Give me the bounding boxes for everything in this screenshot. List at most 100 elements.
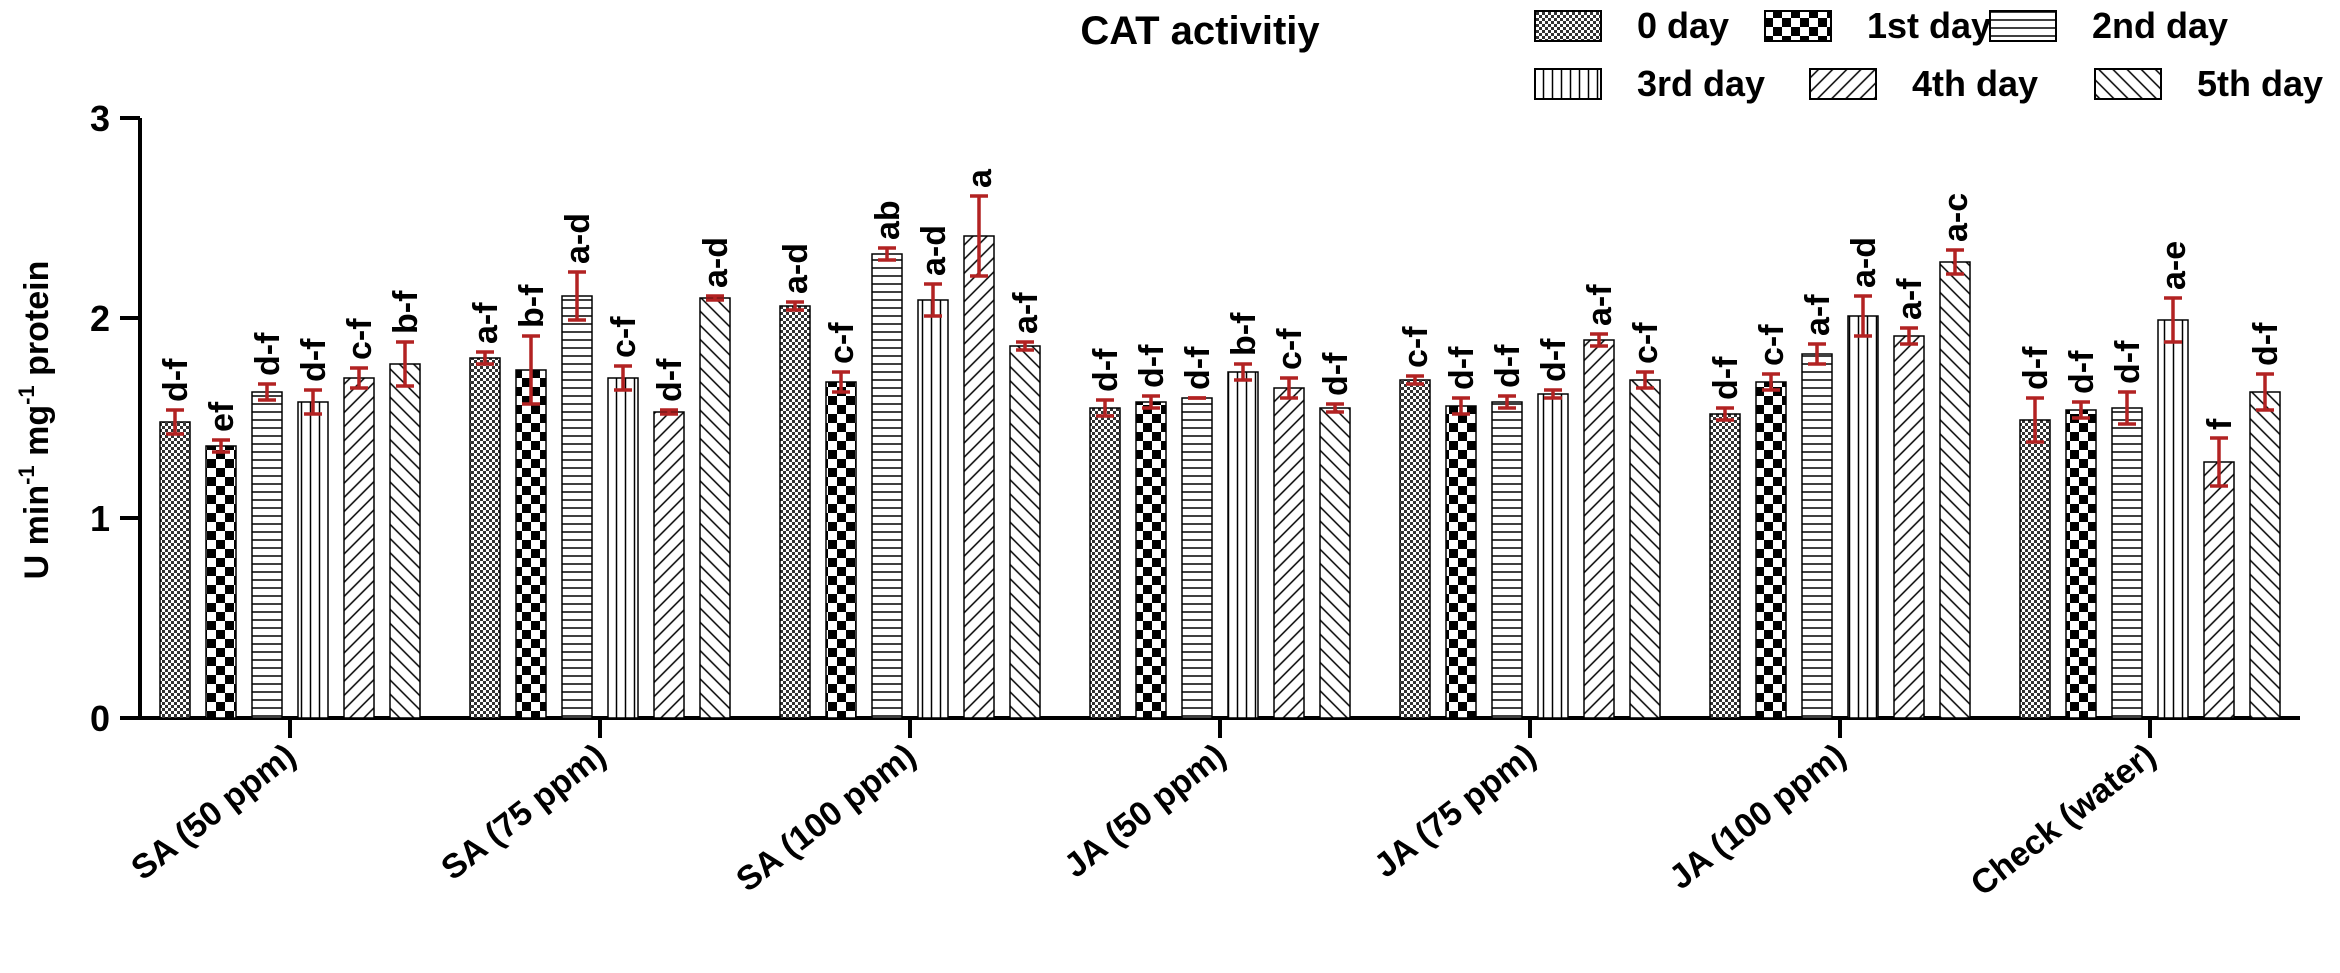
bar — [1273, 387, 1305, 719]
legend-swatch — [1989, 10, 2057, 42]
x-tick-label: Check (water) — [1964, 736, 2163, 903]
significance-letter: c-f — [1627, 322, 1665, 364]
y-label-part-3: protein — [18, 261, 56, 386]
significance-letter: d-f — [1535, 338, 1573, 382]
bar — [1583, 339, 1615, 719]
legend-swatch — [1534, 10, 1602, 42]
y-tick-label: 0 — [90, 698, 110, 739]
bar — [607, 377, 639, 719]
significance-letter: a-d — [1845, 237, 1883, 288]
significance-letter: d-f — [1317, 352, 1355, 396]
significance-letter: d-f — [1489, 344, 1527, 388]
bar — [1893, 335, 1925, 719]
significance-letter: a-f — [467, 302, 505, 344]
significance-letter: d-f — [295, 338, 333, 382]
x-tick-label: SA (50 ppm) — [124, 736, 303, 887]
bar — [871, 253, 903, 719]
bar — [2019, 419, 2051, 719]
chart-title: CAT activitiy — [1080, 9, 1320, 53]
bar — [1709, 413, 1741, 719]
y-axis-label: U min-1 mg-1 protein — [14, 261, 56, 580]
significance-letter: a-d — [697, 237, 735, 288]
bar — [1755, 381, 1787, 719]
bar — [389, 363, 421, 719]
bar — [1801, 353, 1833, 719]
bar — [1009, 345, 1041, 719]
x-tick-label: JA (75 ppm) — [1367, 736, 1543, 885]
x-tick-label: SA (75 ppm) — [434, 736, 613, 887]
bar — [653, 411, 685, 719]
y-label-part-2: mg — [18, 405, 56, 465]
y-label-sup-2: -1 — [14, 385, 39, 405]
bar — [2111, 407, 2143, 719]
significance-letter: d-f — [249, 332, 287, 376]
significance-letter: d-f — [2063, 350, 2101, 394]
x-tick-label: JA (50 ppm) — [1057, 736, 1233, 885]
bar — [917, 299, 949, 719]
bar — [1445, 405, 1477, 719]
significance-letter: a — [961, 168, 999, 188]
bar — [1847, 315, 1879, 719]
significance-letter: c-f — [1753, 324, 1791, 366]
y-tick-label: 1 — [90, 498, 110, 539]
legend-swatch — [1764, 10, 1832, 42]
significance-letter: ab — [869, 200, 907, 240]
y-label-sup-1: -1 — [14, 465, 39, 485]
bar — [1319, 407, 1351, 719]
bar — [1181, 397, 1213, 719]
legend: 0 day 1st day 2nd day 3rd day 4th day 5th day — [1534, 5, 2323, 104]
significance-letter: a-f — [1007, 292, 1045, 334]
bar — [561, 295, 593, 719]
bar — [1537, 393, 1569, 719]
legend-label: 2nd day — [2092, 5, 2228, 46]
significance-letter: d-f — [2017, 346, 2055, 390]
legend-swatch — [2094, 68, 2162, 100]
bar — [699, 297, 731, 719]
bar — [515, 369, 547, 719]
bar — [205, 445, 237, 719]
legend-label: 5th day — [2197, 63, 2323, 104]
significance-letter: d-f — [1087, 348, 1125, 392]
significance-letter: d-f — [2247, 322, 2285, 366]
bar — [1939, 261, 1971, 719]
bar — [1491, 401, 1523, 719]
significance-letter: a-e — [2155, 241, 2193, 290]
significance-letter: b-f — [1225, 312, 1263, 356]
significance-letter: a-d — [777, 243, 815, 294]
significance-letter: a-f — [1581, 284, 1619, 326]
legend-label: 0 day — [1637, 5, 1729, 46]
bar — [963, 235, 995, 719]
significance-letter: c-f — [1271, 328, 1309, 370]
significance-letter: c-f — [341, 318, 379, 360]
significance-letter: d-f — [1707, 356, 1745, 400]
significance-letter: d-f — [651, 358, 689, 402]
significance-letter: d-f — [1133, 344, 1171, 388]
bar — [1629, 379, 1661, 719]
significance-letter: f — [2201, 418, 2239, 430]
significance-letter: a-d — [915, 225, 953, 276]
significance-letter: c-f — [823, 322, 861, 364]
x-tick-label: JA (100 ppm) — [1662, 736, 1853, 897]
bar — [2203, 461, 2235, 719]
significance-letter: a-f — [1799, 294, 1837, 336]
significance-letter: a-d — [559, 213, 597, 264]
bar — [469, 357, 501, 719]
bar — [825, 381, 857, 719]
y-label-part-1: U min — [18, 485, 56, 579]
significance-letter: a-f — [1891, 278, 1929, 320]
x-tick-label: SA (100 ppm) — [729, 736, 923, 899]
significance-letter: d-f — [1179, 346, 1217, 390]
bar — [1399, 379, 1431, 719]
significance-letter: b-f — [387, 290, 425, 334]
bar — [297, 401, 329, 719]
y-tick-label: 3 — [90, 98, 110, 139]
y-tick-label: 2 — [90, 298, 110, 339]
significance-letter: d-f — [1443, 346, 1481, 390]
bar — [251, 391, 283, 719]
bar — [2249, 391, 2281, 719]
significance-letter: ef — [203, 401, 241, 432]
legend-label: 1st day — [1867, 5, 1991, 46]
legend-label: 4th day — [1912, 63, 2038, 104]
